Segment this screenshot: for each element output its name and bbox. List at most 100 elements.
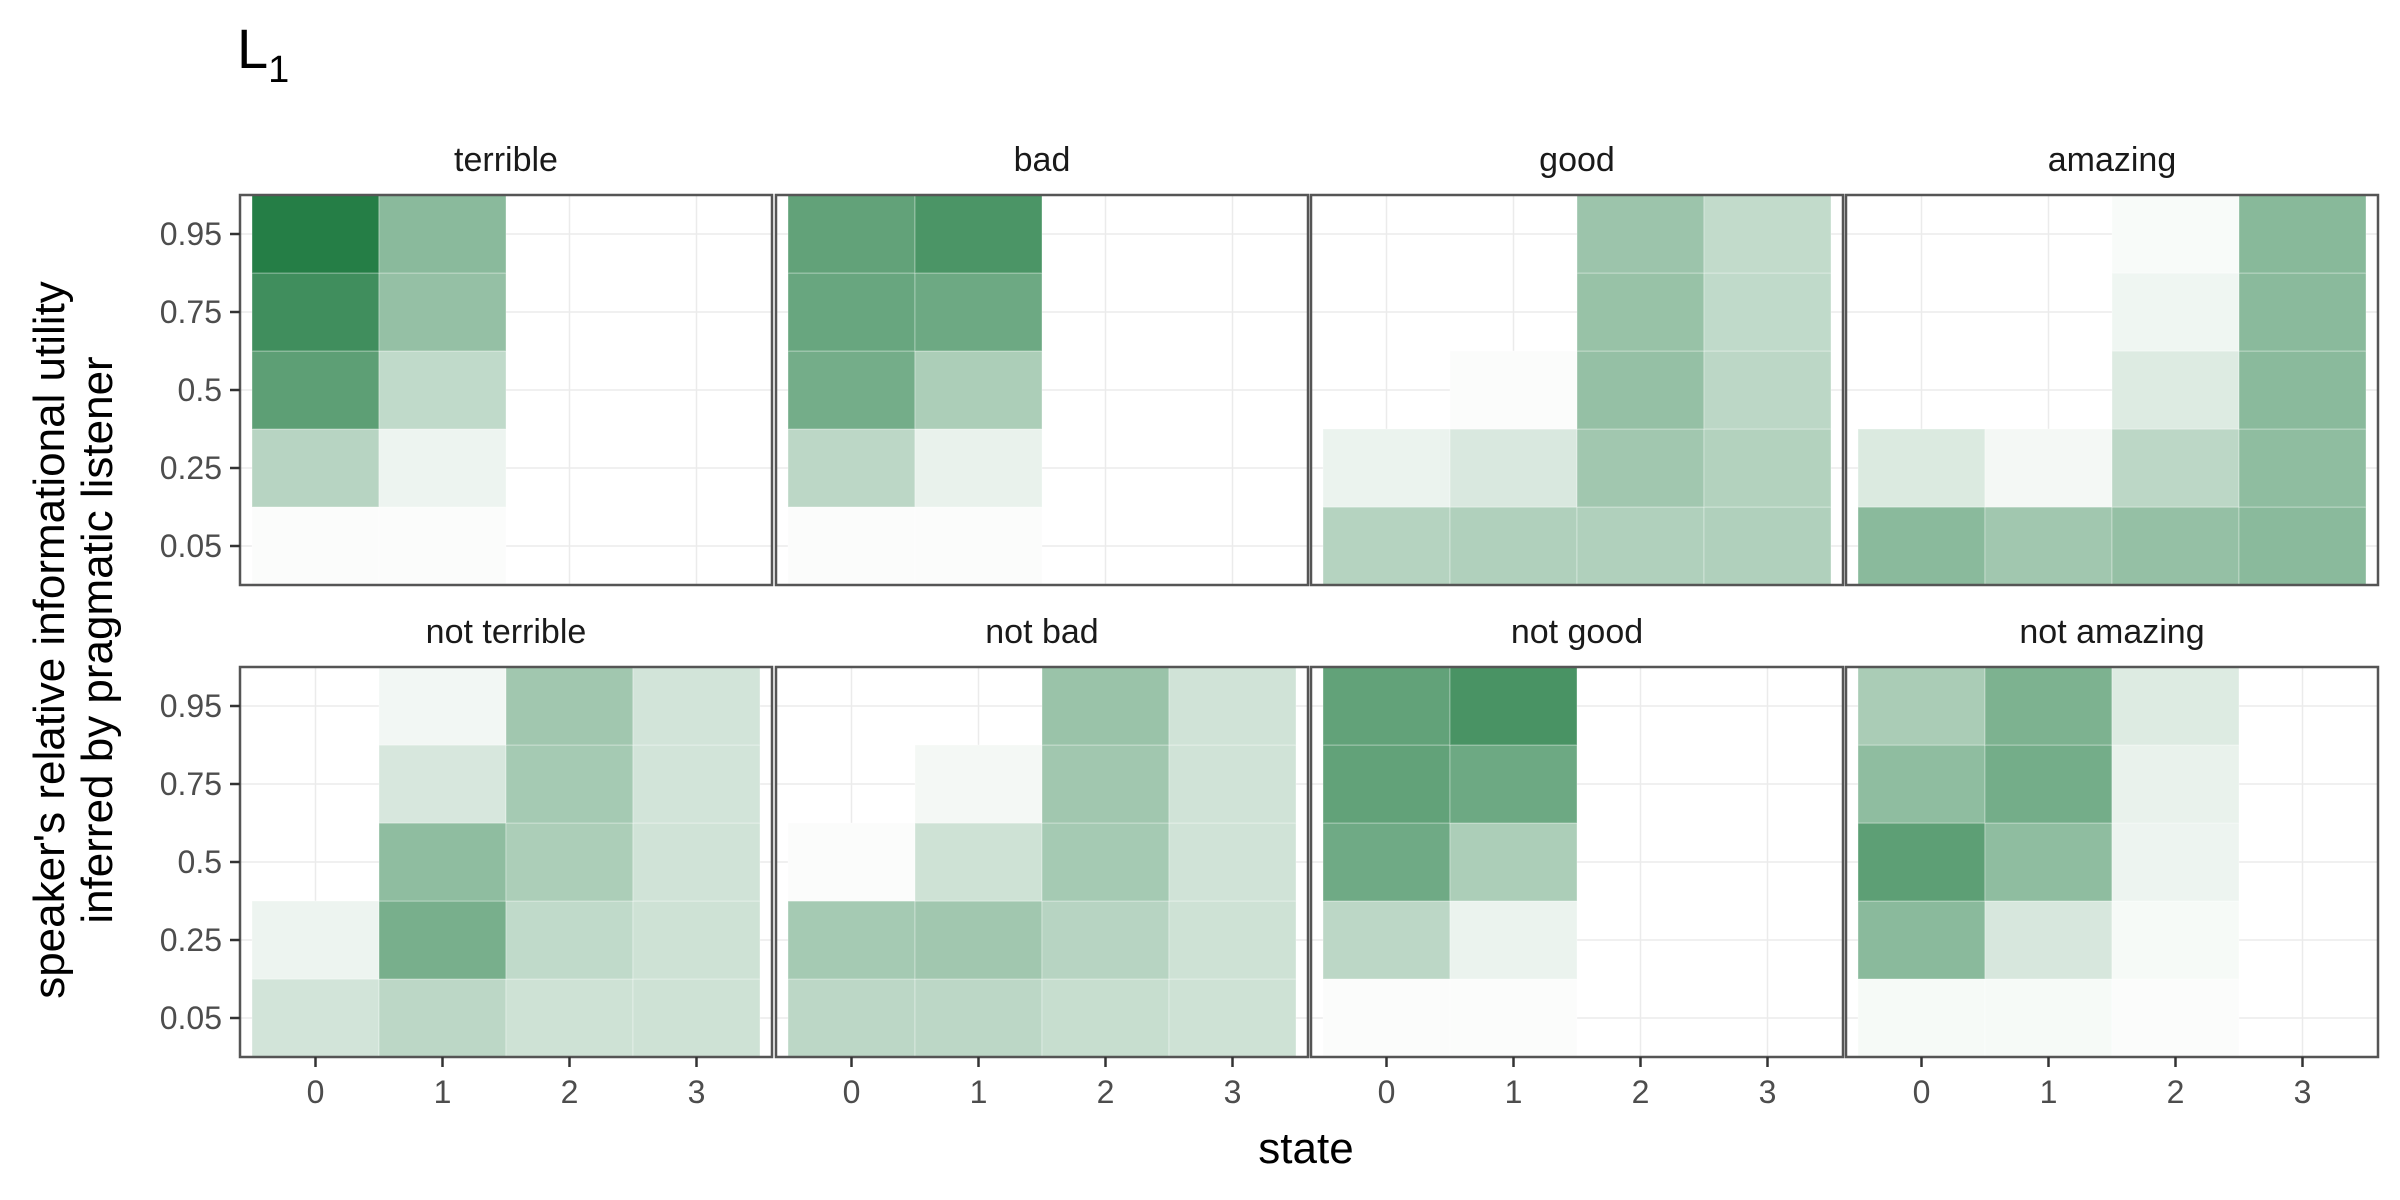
y-tick-label: 0.95	[160, 688, 222, 724]
panel-border	[774, 665, 1310, 1059]
facet-label: not amazing	[2019, 613, 2204, 651]
facet-label: good	[1539, 141, 1615, 179]
heatmap-tile-1-0.95	[378, 194, 507, 274]
heatmap-tile-2-0.05	[1576, 506, 1705, 586]
y-tick-label: 0.25	[160, 450, 222, 486]
heatmap-tile-1-0.5	[378, 350, 507, 430]
heatmap-tile-0-0.25	[1857, 900, 1986, 980]
y-axis-title-line-1: speaker's relative informational utility	[25, 281, 74, 999]
heatmap-tile-1-0.25	[914, 900, 1043, 980]
heatmap-tile-2-0.95	[505, 666, 634, 746]
heatmap-tile-0-0.25	[787, 428, 916, 508]
heatmap-tile-3-0.05	[2238, 506, 2367, 586]
heatmap-tile-0-0.5	[787, 822, 916, 902]
heatmap-tile-3-0.95	[2238, 194, 2367, 274]
heatmap-tile-1-0.05	[1984, 978, 2113, 1058]
heatmap-tile-0-0.75	[1857, 744, 1986, 824]
heatmap-tile-0-0.25	[1322, 900, 1451, 980]
heatmap-tile-3-0.05	[1703, 506, 1832, 586]
panel-border	[1309, 193, 1845, 587]
heatmap-tile-2-0.25	[1041, 900, 1170, 980]
heatmap-tile-3-0.25	[1168, 900, 1297, 980]
heatmap-tile-0-0.95	[1322, 666, 1451, 746]
heatmap-tile-3-0.75	[1168, 744, 1297, 824]
heatmap-tile-2-0.5	[2111, 822, 2240, 902]
x-tick-label: 0	[1913, 1074, 1931, 1110]
heatmap-tile-3-0.5	[1703, 350, 1832, 430]
y-tick-label: 0.05	[160, 1000, 222, 1036]
heatmap-tile-2-0.5	[2111, 350, 2240, 430]
x-tick-label: 2	[561, 1074, 579, 1110]
x-tick-label: 3	[1224, 1074, 1242, 1110]
heatmap-tile-0-0.05	[251, 978, 380, 1058]
y-tick-label: 0.5	[178, 372, 222, 408]
heatmap-tile-2-0.25	[1576, 428, 1705, 508]
facet-terrible: terrible 0.05 0.25 0.5 0.75 0.95	[160, 141, 774, 587]
heatmap-tile-3-0.05	[1168, 978, 1297, 1058]
heatmap-tile-0-0.05	[1857, 978, 1986, 1058]
facet-label: bad	[1014, 141, 1071, 179]
heatmap-tile-1-0.5	[1984, 822, 2113, 902]
heatmap-tile-1-0.95	[1984, 666, 2113, 746]
x-tick-label: 0	[843, 1074, 861, 1110]
y-axis-title-line-2: inferred by pragmatic listener	[73, 356, 122, 923]
heatmap-tile-1-0.25	[1449, 428, 1578, 508]
x-tick-label: 0	[307, 1074, 325, 1110]
heatmap-tile-1-0.25	[1449, 900, 1578, 980]
heatmap-tile-1-0.05	[914, 978, 1043, 1058]
x-axis-title: state	[1258, 1124, 1353, 1173]
chart-title-subscript: 1	[268, 49, 289, 91]
heatmap-tile-1-0.25	[378, 428, 507, 508]
heatmap-tile-2-0.75	[2111, 272, 2240, 352]
x-tick-label: 3	[1759, 1074, 1777, 1110]
heatmap-tile-2-0.95	[1041, 666, 1170, 746]
facet-panels: terrible 0.05 0.25 0.5 0.75 0.95 bad good amazin…	[160, 141, 2380, 1110]
heatmap-tile-1-0.75	[1984, 744, 2113, 824]
heatmap-tile-0-0.5	[1322, 822, 1451, 902]
facet-label: amazing	[2048, 141, 2177, 179]
heatmap-tile-1-0.05	[914, 506, 1043, 586]
heatmap-tile-1-0.05	[378, 506, 507, 586]
y-tick-label: 0.75	[160, 294, 222, 330]
facet-label: not bad	[985, 613, 1098, 651]
heatmap-tile-3-0.5	[1168, 822, 1297, 902]
heatmap-tile-1-0.75	[1449, 744, 1578, 824]
y-tick-label: 0.95	[160, 216, 222, 252]
facet-amazing: amazing	[1844, 141, 2380, 587]
heatmap-tile-0-0.25	[1857, 428, 1986, 508]
heatmap-tile-1-0.5	[914, 822, 1043, 902]
heatmap-tile-1-0.75	[378, 272, 507, 352]
heatmap-tile-0-0.05	[787, 506, 916, 586]
heatmap-tile-3-0.75	[1703, 272, 1832, 352]
heatmap-tile-1-0.25	[1984, 900, 2113, 980]
x-tick-label: 1	[1505, 1074, 1523, 1110]
panel-border	[1309, 665, 1845, 1059]
heatmap-tile-0-0.5	[1857, 822, 1986, 902]
heatmap-tile-1-0.5	[914, 350, 1043, 430]
heatmap-tile-1-0.5	[1449, 350, 1578, 430]
heatmap-tile-2-0.5	[505, 822, 634, 902]
facet-label: not terrible	[426, 613, 587, 651]
heatmap-tile-2-0.75	[1576, 272, 1705, 352]
heatmap-tile-1-0.25	[914, 428, 1043, 508]
panel-border	[1844, 193, 2380, 587]
heatmap-tile-1-0.5	[1449, 822, 1578, 902]
heatmap-tile-2-0.5	[1041, 822, 1170, 902]
heatmap-tile-1-0.95	[1449, 666, 1578, 746]
x-tick-label: 1	[2040, 1074, 2058, 1110]
heatmap-tile-0-0.05	[251, 506, 380, 586]
heatmap-tile-2-0.95	[2111, 194, 2240, 274]
heatmap-tile-0-0.5	[787, 350, 916, 430]
heatmap-tile-1-0.75	[914, 272, 1043, 352]
x-tick-label: 1	[434, 1074, 452, 1110]
heatmap-tile-0-0.95	[1857, 666, 1986, 746]
panel-border	[1844, 665, 2380, 1059]
heatmap-tile-3-0.25	[1703, 428, 1832, 508]
heatmap-tile-3-0.95	[1168, 666, 1297, 746]
heatmap-tile-1-0.5	[378, 822, 507, 902]
x-tick-label: 3	[688, 1074, 706, 1110]
heatmap-tile-2-0.75	[2111, 744, 2240, 824]
x-tick-label: 1	[970, 1074, 988, 1110]
heatmap-tile-3-0.05	[632, 978, 761, 1058]
facet-good: good	[1309, 141, 1845, 587]
